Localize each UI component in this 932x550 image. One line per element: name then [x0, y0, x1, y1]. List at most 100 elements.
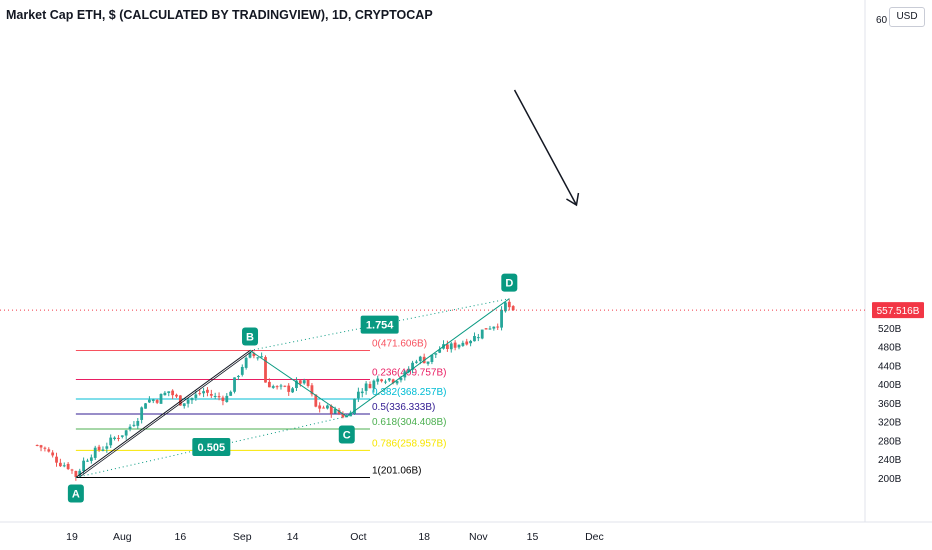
candle-body [264, 357, 267, 383]
candle-body [209, 393, 213, 396]
currency-button[interactable]: USD [889, 7, 925, 27]
candle-body [182, 403, 186, 407]
leg-ab-parallel [78, 350, 254, 478]
candle-body [469, 340, 473, 344]
point-label-d: D [505, 278, 513, 290]
candle-body [507, 301, 511, 308]
candle-body [202, 391, 205, 394]
candle-body [430, 354, 434, 362]
candle-body [287, 385, 291, 392]
candle-body [504, 302, 507, 312]
candles [35, 299, 515, 481]
candle-body [387, 378, 391, 381]
candle-body [51, 452, 55, 456]
candle-body [391, 379, 395, 383]
fib-level-label: 0.382(368.257B) [372, 387, 447, 398]
candle-body [256, 357, 260, 359]
time-tick-label: 18 [418, 531, 430, 543]
candle-body [368, 384, 372, 389]
candle-body [283, 385, 287, 387]
candle-body [140, 407, 144, 420]
candle-body [120, 435, 124, 437]
price-tick-label: 360B [878, 399, 902, 410]
current-price-label: 557.516B [877, 306, 920, 317]
candle-body [132, 424, 136, 426]
candle-body [82, 460, 86, 472]
candle-body [105, 446, 109, 449]
candle-body [148, 399, 151, 403]
price-tick-label: 240B [878, 455, 902, 466]
candle-body [163, 392, 167, 396]
candle-body [511, 306, 515, 311]
candle-body [217, 396, 221, 398]
candle-body [349, 412, 353, 417]
candle-body [457, 344, 461, 348]
candle-body [248, 352, 252, 358]
candle-body [271, 386, 275, 388]
point-label-a: A [72, 489, 80, 501]
candle-body [175, 394, 178, 397]
candle-body [136, 420, 140, 426]
time-tick-label: Aug [113, 531, 132, 543]
candle-body [78, 470, 82, 476]
candle-body [329, 405, 333, 414]
candle-body [484, 328, 488, 330]
candle-body [426, 361, 430, 364]
candle-body [221, 397, 225, 402]
ratio-label-box [360, 315, 399, 334]
candle-body [233, 377, 236, 392]
ratio-label: 1.754 [366, 320, 394, 332]
candle-body [124, 430, 128, 436]
candle-body [449, 343, 453, 350]
candle-body [252, 353, 256, 357]
candle-body [337, 409, 341, 414]
current-price-tag [872, 302, 924, 319]
point-label-c: C [343, 429, 351, 441]
candle-body [66, 463, 70, 470]
candle-body [70, 469, 74, 471]
chart-title: Market Cap ETH, $ (CALCULATED BY TRADING… [6, 8, 433, 22]
abcd-pattern[interactable]: A B C D 1.754 0.505 [67, 89, 580, 503]
candle-body [438, 349, 442, 353]
fib-level-label: 0.786(258.957B) [372, 438, 447, 449]
candle-body [333, 409, 337, 414]
candle-body [298, 380, 302, 384]
candle-body [178, 395, 182, 406]
price-tick-label: 400B [878, 380, 902, 391]
candle-body [395, 381, 399, 384]
fib-retracement[interactable]: 0(471.606B) 0.236(409.757B) 0.382(368.257B… [75, 338, 447, 479]
candle-body [310, 385, 314, 395]
candle-body [415, 361, 418, 363]
candle-body [206, 389, 209, 393]
candle-body [488, 328, 492, 330]
candle-body [58, 462, 62, 467]
candle-body [465, 341, 469, 345]
candle-body [43, 447, 47, 449]
time-tick-label: Oct [350, 531, 366, 543]
candle-body [341, 413, 345, 418]
leg-ab [75, 350, 251, 478]
candle-body [411, 362, 414, 370]
price-tick-label: 440B [878, 361, 902, 372]
candle-body [198, 393, 202, 395]
candle-body [291, 388, 294, 393]
time-tick-label: 19 [66, 531, 78, 543]
ratio-label-box [192, 438, 231, 457]
candle-body [229, 391, 233, 396]
fib-level-label: 0.5(336.333B) [372, 402, 435, 413]
point-label-box [242, 327, 259, 346]
time-tick-label: 16 [175, 531, 187, 543]
price-tick-label: 280B [878, 436, 902, 447]
candle-body [480, 329, 484, 339]
price-tick-label: 480B [878, 343, 902, 354]
candle-body [93, 447, 97, 458]
candle-body [275, 386, 279, 388]
point-label-box [67, 484, 84, 503]
candle-body [380, 379, 383, 382]
candle-body [399, 377, 403, 381]
candle-body [109, 437, 113, 446]
candle-body [302, 380, 306, 384]
candle-body [244, 357, 248, 368]
fib-level-label: 0(471.606B) [372, 338, 427, 349]
